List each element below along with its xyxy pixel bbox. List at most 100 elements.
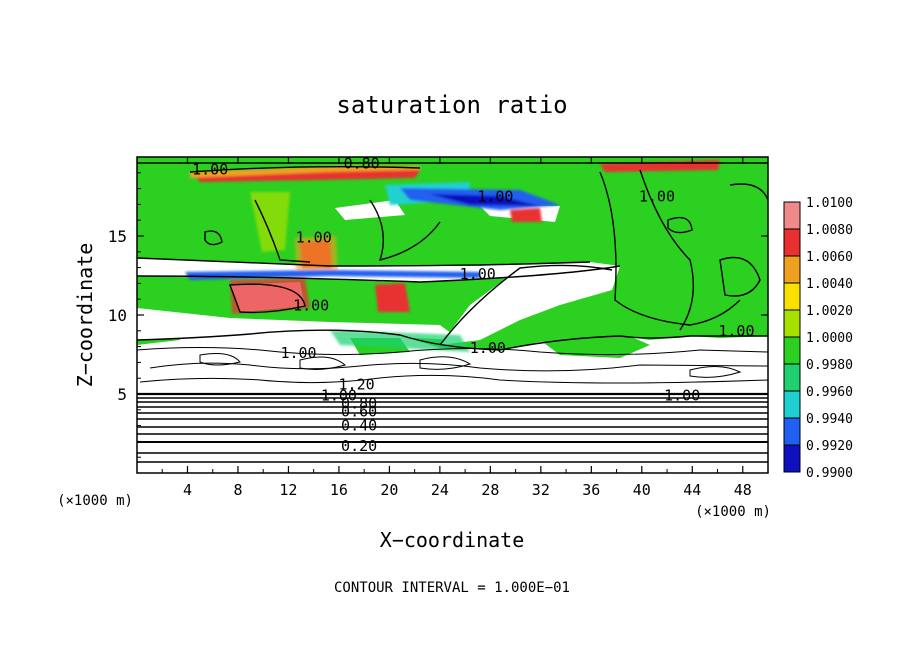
x-tick-label: 28 [481,481,499,499]
contour-label: 0.60 [341,402,377,420]
contour-line [369,199,441,261]
contour-label: 0.80 [341,394,377,412]
contour-line [689,366,742,378]
contour-line [254,199,311,263]
y-tick-label: 15 [108,227,127,246]
field-green-patch [540,332,650,358]
contour-label: 1.00 [192,161,228,179]
contour-line [139,374,768,384]
contour-label: 1.00 [296,229,332,247]
contour-line [137,265,621,283]
contour-line [137,329,768,351]
contour-label: 1.00 [293,297,329,315]
highlight-darkblue [430,194,540,206]
contour-line [299,356,347,370]
x-tick-label: 20 [380,481,398,499]
contour-line [719,256,761,297]
contour-label: 0.80 [344,154,380,172]
highlight-red [375,283,410,312]
colorbar-swatch [784,256,800,283]
colorbar-swatch [784,229,800,256]
contour-label: 1.00 [321,387,357,405]
contour-label: 0.40 [341,417,377,435]
colorbar-swatch [784,418,800,445]
x-tick-label: 36 [582,481,600,499]
colorbar-swatch [784,445,800,472]
contour-line [229,283,306,314]
contour-line [419,356,472,370]
contour-lines [137,162,768,463]
colorbar-label: 1.0000 [806,331,853,346]
contour-line [439,264,613,346]
contour-line [199,353,241,366]
colorbar-swatch [784,391,800,418]
x-tick-label: 48 [734,481,752,499]
contour-line [729,183,768,201]
field-highlights [185,160,720,352]
x-axis-title: X−coordinate [380,528,525,552]
highlight-yellow [250,192,290,252]
contour-line [189,165,421,173]
colorbar-swatch [784,310,800,337]
colorbar-label: 1.0060 [806,250,853,265]
y-axis: 5 10 15 [108,172,768,458]
colorbar-label: 1.0020 [806,304,853,319]
colorbar-label: 0.9960 [806,385,853,400]
contour-label: 1.00 [477,188,513,206]
contour-label: 1.20 [339,376,375,394]
chart-title: saturation ratio [336,91,567,119]
x-axis: 4 8 12 16 20 24 28 32 36 40 44 48 [161,157,752,499]
colorbar-label: 0.9900 [806,466,853,481]
colorbar-swatch [784,337,800,364]
x-tick-label: 44 [683,481,701,499]
contour-interval-note: CONTOUR INTERVAL = 1.000E−01 [334,580,570,596]
contour-line [137,257,591,267]
colorbar-label: 0.9980 [806,358,853,373]
x-tick-label: 4 [183,481,192,499]
contour-labels: 1.00 0.801.00 1.001.001.001.001.001.00 1.00… [192,154,754,455]
highlight-orange [295,236,338,272]
x-tick-label: 16 [330,481,348,499]
y-tick-label: 5 [117,385,127,404]
colorbar-label: 1.0100 [806,196,853,211]
field-white-band [440,262,620,345]
colorbar-label: 1.0080 [806,223,853,238]
x-tick-label: 40 [633,481,651,499]
x-tick-label: 8 [233,481,242,499]
colorbar-swatch [784,202,800,229]
contour-line [149,362,768,372]
colorbar-swatch [784,283,800,310]
colorbar-label: 0.9920 [806,439,853,454]
contour-label: 1.00 [664,387,700,405]
saturation-field: 1.00 0.801.00 1.001.001.001.001.001.00 1.00… [137,154,768,473]
highlight-red [195,170,420,182]
x-unit-label: (×1000 m) [57,493,133,509]
colorbar-label: 0.9940 [806,412,853,427]
contour-label: 0.20 [341,437,377,455]
highlight-orange [190,166,420,178]
x-tick-label: 12 [279,481,297,499]
contour-label: 1.00 [280,344,316,362]
y-axis-title: Z−coordinate [73,243,97,388]
contour-label: 1.00 [470,339,506,357]
contour-line [639,169,695,331]
colorbar: 1.0100 1.0080 1.0060 1.0040 1.0020 1.0000 0.99… [783,196,853,481]
contour-line [667,216,693,234]
contour-line [599,171,741,326]
highlight-teal [330,330,470,352]
field-white-band [335,200,405,220]
colorbar-label: 1.0040 [806,277,853,292]
x-tick-label: 32 [532,481,550,499]
contour-label: 1.00 [460,265,496,283]
y-tick-label: 10 [108,306,127,325]
highlight-red [230,278,310,314]
contour-line [204,230,223,246]
x-tick-label: 24 [431,481,449,499]
highlight-red [510,208,542,222]
colorbar-swatch [784,364,800,391]
y-unit-label: (×1000 m) [695,504,771,520]
contour-label: 1.00 [718,322,754,340]
contour-label: 1.00 [639,188,675,206]
contour-line [137,347,768,356]
